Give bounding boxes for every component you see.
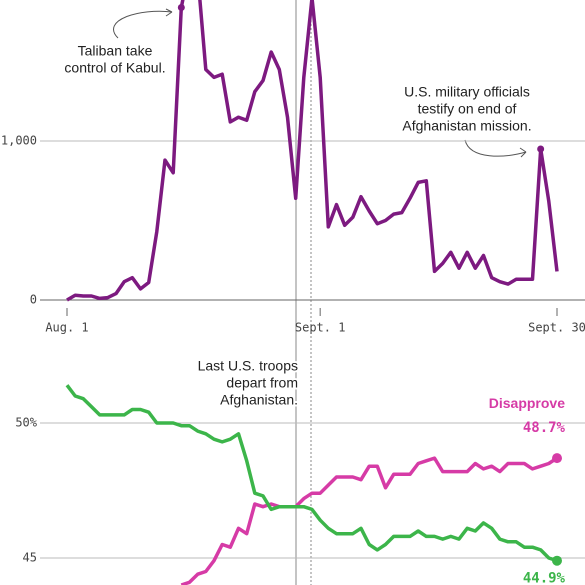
series-line xyxy=(66,0,559,302)
event-dot xyxy=(537,145,545,153)
annotation: Afghanistan. xyxy=(220,392,298,408)
arrow xyxy=(113,10,173,39)
annotation: U.S. military officials xyxy=(404,84,530,100)
y-tick-label: 45 xyxy=(23,551,37,565)
value-label: 44.9% xyxy=(523,571,566,585)
x-tick-label: Sept. 30 xyxy=(528,321,585,335)
plot-area xyxy=(65,384,558,585)
annotation: depart from xyxy=(226,375,298,391)
x-tick-label: Sept. 1 xyxy=(295,321,346,335)
annotation: Taliban take xyxy=(78,43,153,59)
y-tick-label: 1,000 xyxy=(1,134,37,148)
y-tick-label: 0 xyxy=(30,293,37,307)
end-dot xyxy=(552,453,562,464)
plot-area xyxy=(66,0,559,302)
annotation: control of Kabul. xyxy=(64,60,165,76)
end-dot xyxy=(552,555,562,566)
series-line xyxy=(180,456,558,585)
y-tick-label: 50% xyxy=(15,416,37,430)
arrow xyxy=(464,139,527,157)
arrow-head xyxy=(519,147,527,158)
annotation: Last U.S. troops xyxy=(198,358,298,374)
x-tick-label: Aug. 1 xyxy=(45,321,88,335)
value-label: 48.7% xyxy=(523,420,566,436)
annotation: Afghanistan mission. xyxy=(402,118,531,134)
event-dot xyxy=(177,3,185,11)
annotation: testify on end of xyxy=(418,101,517,117)
arrow-head xyxy=(165,8,173,17)
series-line xyxy=(65,384,558,563)
legend-label: Disapprove xyxy=(489,395,565,411)
